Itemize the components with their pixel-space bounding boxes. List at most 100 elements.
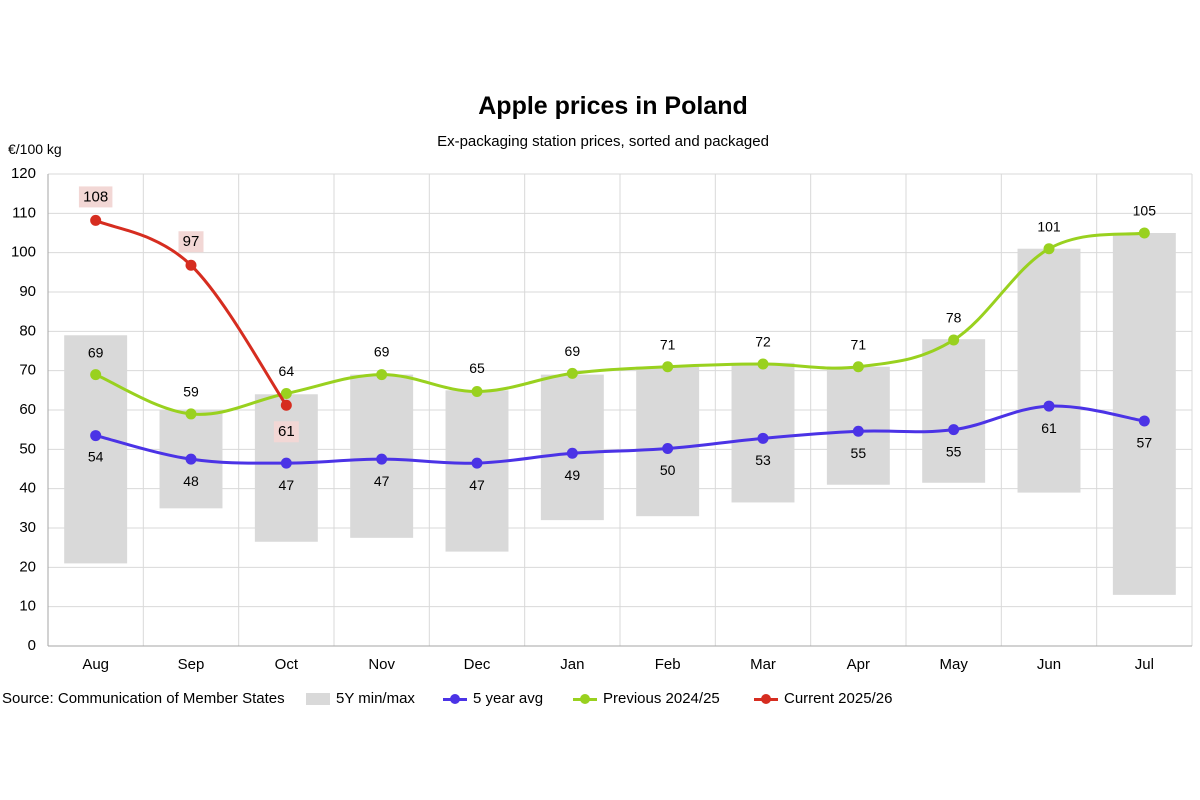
series-current-point xyxy=(280,399,292,411)
data-label-5y-avg: 55 xyxy=(851,445,867,461)
data-label-previous: 72 xyxy=(755,334,771,350)
x-tick-label: Aug xyxy=(82,656,109,673)
data-label-previous: 65 xyxy=(469,360,485,376)
y-axis-label: €/100 kg xyxy=(8,141,62,157)
data-label-5y-avg: 47 xyxy=(279,477,295,493)
x-tick-label: Jul xyxy=(1135,656,1154,673)
data-label-5y-avg: 50 xyxy=(660,462,676,478)
x-tick-label: May xyxy=(939,656,968,673)
y-tick-label: 120 xyxy=(11,165,36,182)
series-5y-avg-point xyxy=(376,453,388,465)
data-label-previous: 71 xyxy=(851,336,867,352)
data-label-5y-avg: 49 xyxy=(565,467,581,483)
chart-title: Apple prices in Poland xyxy=(478,92,748,120)
series-5y-avg-point xyxy=(1043,400,1055,412)
legend-item-current[interactable]: Current 2025/26 xyxy=(754,690,892,707)
range-bar xyxy=(636,366,700,517)
data-label-bg xyxy=(178,231,204,253)
data-label-5y-avg: 55 xyxy=(946,443,962,459)
series-5y-avg-point xyxy=(1138,415,1150,427)
legend-swatch-5y-avg xyxy=(443,693,467,705)
x-tick-label: Oct xyxy=(275,656,299,673)
legend-label-range: 5Y min/max xyxy=(336,690,415,707)
y-tick-label: 80 xyxy=(19,322,36,339)
x-tick-label: Feb xyxy=(655,656,681,673)
data-label-current: 61 xyxy=(278,423,295,440)
series-previous-point xyxy=(280,387,292,399)
series-5y-avg-point xyxy=(852,425,864,437)
series-previous-point xyxy=(90,369,102,381)
series-5y-avg-point xyxy=(757,432,769,444)
y-tick-label: 40 xyxy=(19,480,36,497)
data-label-current: 108 xyxy=(83,188,108,205)
x-tick-label: Jan xyxy=(560,656,584,673)
legend: Source: Communication of Member States 5… xyxy=(0,690,1200,710)
y-tick-label: 90 xyxy=(19,283,36,300)
data-label-previous: 78 xyxy=(946,310,962,326)
y-tick-label: 10 xyxy=(19,598,36,615)
series-previous-point xyxy=(376,369,388,381)
legend-item-previous[interactable]: Previous 2024/25 xyxy=(573,690,720,707)
series-previous-point xyxy=(1043,243,1055,255)
legend-label-current: Current 2025/26 xyxy=(784,690,893,707)
series-previous-point xyxy=(566,367,578,379)
range-bar xyxy=(1112,233,1176,595)
y-tick-label: 70 xyxy=(19,362,36,379)
legend-item-range[interactable]: 5Y min/max xyxy=(306,690,415,707)
chart-subtitle: Ex-packaging station prices, sorted and … xyxy=(437,133,769,150)
data-label-previous: 105 xyxy=(1133,203,1157,219)
series-previous-line xyxy=(95,231,1145,416)
series-previous-point xyxy=(185,408,197,420)
series-5y-avg-point xyxy=(662,443,674,455)
y-tick-label: 100 xyxy=(11,244,36,261)
y-tick-label: 110 xyxy=(12,204,36,221)
y-tick-label: 50 xyxy=(19,440,36,457)
data-label-previous: 101 xyxy=(1037,218,1061,234)
range-bar xyxy=(1017,248,1081,493)
x-tick-label: Nov xyxy=(368,656,395,673)
data-label-previous: 59 xyxy=(183,384,199,400)
series-5y-avg-point xyxy=(90,430,102,442)
legend-label-5y-avg: 5 year avg xyxy=(473,690,544,707)
range-bar xyxy=(826,366,890,485)
data-label-previous: 69 xyxy=(374,343,390,359)
series-5y-avg-point xyxy=(185,453,197,465)
data-label-5y-avg: 47 xyxy=(469,477,485,493)
series-current-point xyxy=(185,259,197,271)
range-bar xyxy=(540,374,604,521)
data-label-previous: 69 xyxy=(88,344,104,360)
x-tick-label: Jun xyxy=(1037,656,1061,673)
x-tick-label: Mar xyxy=(750,656,776,673)
data-label-5y-avg: 53 xyxy=(755,452,771,468)
series-5y-avg-point xyxy=(566,447,578,459)
series-previous-point xyxy=(471,386,483,398)
series-5y-avg-point xyxy=(948,424,960,436)
data-label-bg xyxy=(78,186,113,208)
data-label-5y-avg: 57 xyxy=(1137,435,1153,451)
legend-swatch-current xyxy=(754,693,778,705)
y-tick-label: 0 xyxy=(28,637,36,654)
range-bar xyxy=(731,362,795,503)
legend-item-5y-avg[interactable]: 5 year avg xyxy=(443,690,543,707)
data-label-previous: 64 xyxy=(279,363,295,379)
data-label-previous: 69 xyxy=(565,343,581,359)
legend-label-previous: Previous 2024/25 xyxy=(603,690,720,707)
data-label-current: 97 xyxy=(183,233,200,250)
series-previous-point xyxy=(757,358,769,370)
series-5y-avg-point xyxy=(280,457,292,469)
series-5y-avg-line xyxy=(95,404,1145,465)
series-previous-point xyxy=(1138,227,1150,239)
series-previous-point xyxy=(662,361,674,373)
data-label-previous: 71 xyxy=(660,336,676,352)
y-tick-label: 30 xyxy=(19,519,36,536)
y-tick-label: 20 xyxy=(19,558,36,575)
series-5y-avg-point xyxy=(471,457,483,469)
data-label-bg xyxy=(273,421,299,443)
series-previous-point xyxy=(852,361,864,373)
x-tick-label: Sep xyxy=(178,656,205,673)
legend-swatch-previous xyxy=(573,693,597,705)
legend-swatch-range xyxy=(306,692,330,705)
range-bar xyxy=(922,339,986,483)
x-tick-label: Dec xyxy=(464,656,491,673)
